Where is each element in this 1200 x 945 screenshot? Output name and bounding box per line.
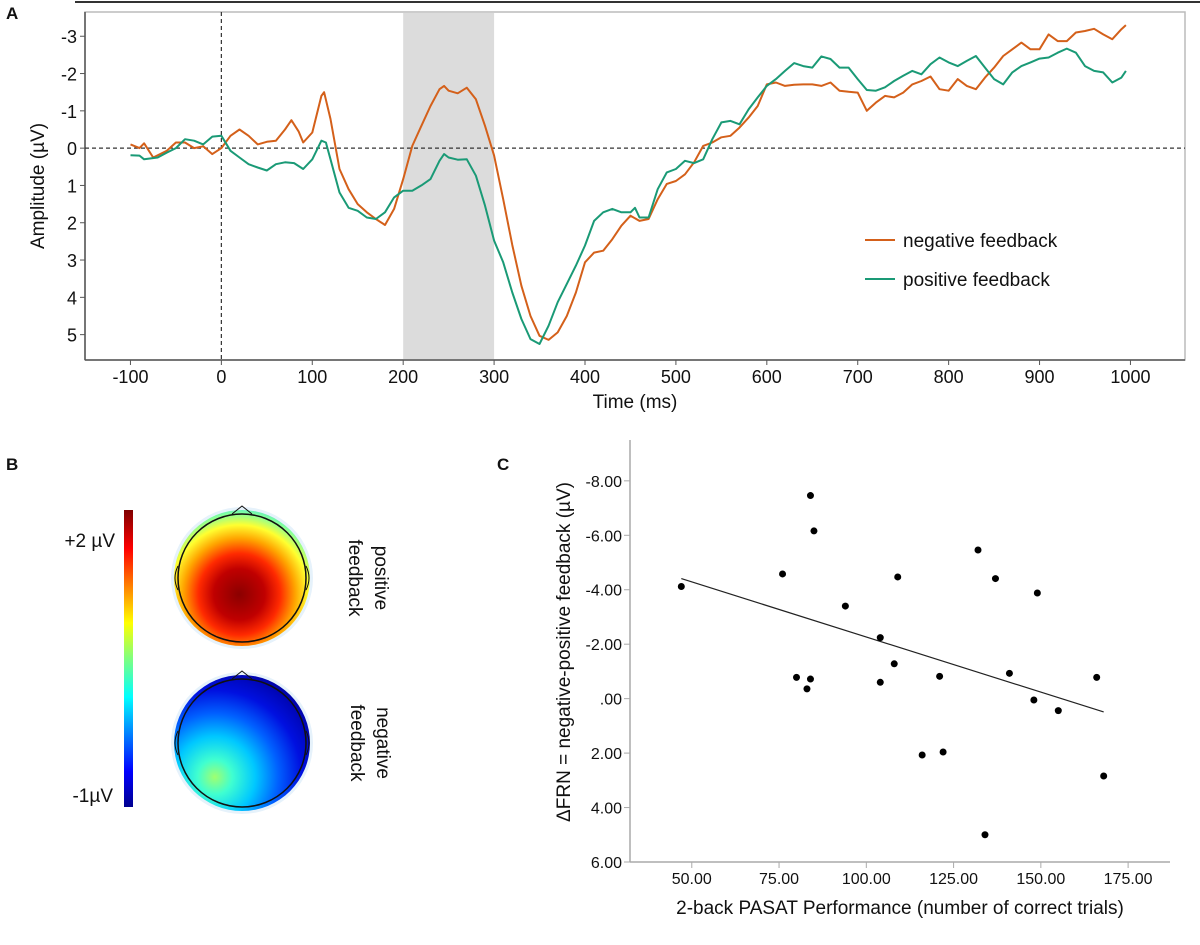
scatter-point — [918, 751, 926, 759]
series-line-positive-feedback — [130, 47, 1127, 345]
x-tick-label: 50.00 — [672, 871, 712, 888]
y-tick-label: 5 — [67, 326, 77, 346]
head-outline — [177, 513, 307, 643]
x-axis-label-a: Time (ms) — [593, 392, 678, 413]
plot-frame — [84, 11, 1186, 361]
scatter-point — [1093, 673, 1101, 681]
panel-a-letter: A — [6, 4, 18, 23]
panel-c-letter: C — [497, 455, 509, 474]
x-tick-label: 175.00 — [1104, 871, 1153, 888]
panel-c-scatter-plot: 50.00 75.00 100.00 125.00 150.00 175.00 -8.00 -… — [586, 440, 1170, 888]
x-tick-label: 100 — [297, 367, 327, 387]
svg-text:negative: negative — [372, 707, 393, 779]
analysis-window-shading — [403, 13, 495, 359]
scatter-point — [806, 675, 814, 683]
x-axis-label-c: 2-back PASAT Performance (number of corr… — [676, 898, 1124, 919]
y-tick-label: -6.00 — [586, 528, 623, 545]
y-tick-label: -2.00 — [586, 637, 623, 654]
scatter-point — [991, 575, 999, 583]
scatter-point — [890, 660, 898, 668]
map-label-positive: positive feedback — [344, 539, 391, 617]
x-tick-label: 1000 — [1110, 367, 1150, 387]
ears-icon — [174, 730, 310, 756]
y-tick-label: 3 — [67, 251, 77, 271]
y-tick-label: 6.00 — [591, 855, 622, 872]
scatter-point — [677, 582, 685, 590]
scatter-point — [1100, 772, 1108, 780]
x-tick-label: 0 — [216, 367, 226, 387]
y-tick-label: 4.00 — [591, 801, 622, 818]
svg-text:feedback: feedback — [346, 704, 367, 782]
scatter-point — [876, 634, 884, 642]
scatter-point — [1030, 696, 1038, 704]
scatter-point — [1033, 589, 1041, 597]
scatter-point — [894, 573, 902, 581]
topomap-positive — [171, 505, 313, 649]
scatter-point — [779, 570, 787, 578]
y-axis-label-a: Amplitude (µV) — [28, 123, 49, 249]
x-tick-label: -100 — [112, 367, 148, 387]
legend-a: negative feedback positive feedback — [865, 231, 1058, 291]
scatter-point — [939, 748, 947, 756]
topomap-negative — [171, 670, 313, 814]
panel-b-letter: B — [6, 455, 18, 474]
head-outline — [177, 678, 307, 808]
scatter-point — [876, 678, 884, 686]
scatter-point — [803, 685, 811, 693]
x-tick-label: 900 — [1025, 367, 1055, 387]
x-tick-label: 400 — [570, 367, 600, 387]
x-tick-label: 150.00 — [1016, 871, 1065, 888]
scatter-point — [1005, 669, 1013, 677]
y-tick-label: -3 — [61, 27, 77, 47]
y-tick-label: -2 — [61, 65, 77, 85]
scatter-point — [810, 527, 818, 535]
y-tick-label: -8.00 — [586, 474, 623, 491]
y-tick-label: 2 — [67, 214, 77, 234]
x-tick-label: 300 — [479, 367, 509, 387]
nose-icon — [231, 670, 253, 680]
nose-icon — [231, 505, 253, 515]
scatter-point — [806, 492, 814, 500]
y-tick-label: -1 — [61, 102, 77, 122]
x-tick-label: 100.00 — [842, 871, 891, 888]
x-tick-label: 600 — [752, 367, 782, 387]
colorbar-min-label: -1µV — [72, 786, 113, 807]
y-tick-label: 0 — [67, 139, 77, 159]
y-axis-label-c: ΔFRN = negative-positive feedback (µV) — [554, 482, 575, 822]
scatter-point — [841, 602, 849, 610]
series-line-negative-feedback — [130, 24, 1127, 341]
scatter-point — [974, 546, 982, 554]
y-tick-label: .00 — [600, 692, 622, 709]
scatter-point — [1054, 707, 1062, 715]
x-tick-label: 75.00 — [759, 871, 799, 888]
x-tick-label: 500 — [661, 367, 691, 387]
y-tick-label: -4.00 — [586, 583, 623, 600]
regression-line — [681, 578, 1104, 713]
x-tick-label: 700 — [843, 367, 873, 387]
svg-text:feedback: feedback — [344, 539, 365, 617]
scatter-point — [793, 673, 801, 681]
y-tick-label: 2.00 — [591, 746, 622, 763]
svg-text:positive: positive — [370, 546, 391, 610]
y-tick-label: 1 — [67, 176, 77, 196]
colorbar — [124, 510, 133, 807]
panel-a-erp-plot: -100 0 100 200 300 400 500 600 700 800 900 1000 -3 -2… — [61, 11, 1186, 387]
x-tick-label: 800 — [934, 367, 964, 387]
legend-label-positive: positive feedback — [903, 270, 1050, 291]
ears-icon — [174, 565, 310, 591]
scatter-point — [981, 831, 989, 839]
legend-label-negative: negative feedback — [903, 231, 1058, 252]
scatter-point — [936, 672, 944, 680]
map-label-negative: negative feedback — [346, 704, 393, 782]
x-tick-label: 125.00 — [929, 871, 978, 888]
y-tick-label: 4 — [67, 288, 77, 308]
colorbar-max-label: +2 µV — [64, 531, 115, 552]
x-tick-label: 200 — [388, 367, 418, 387]
